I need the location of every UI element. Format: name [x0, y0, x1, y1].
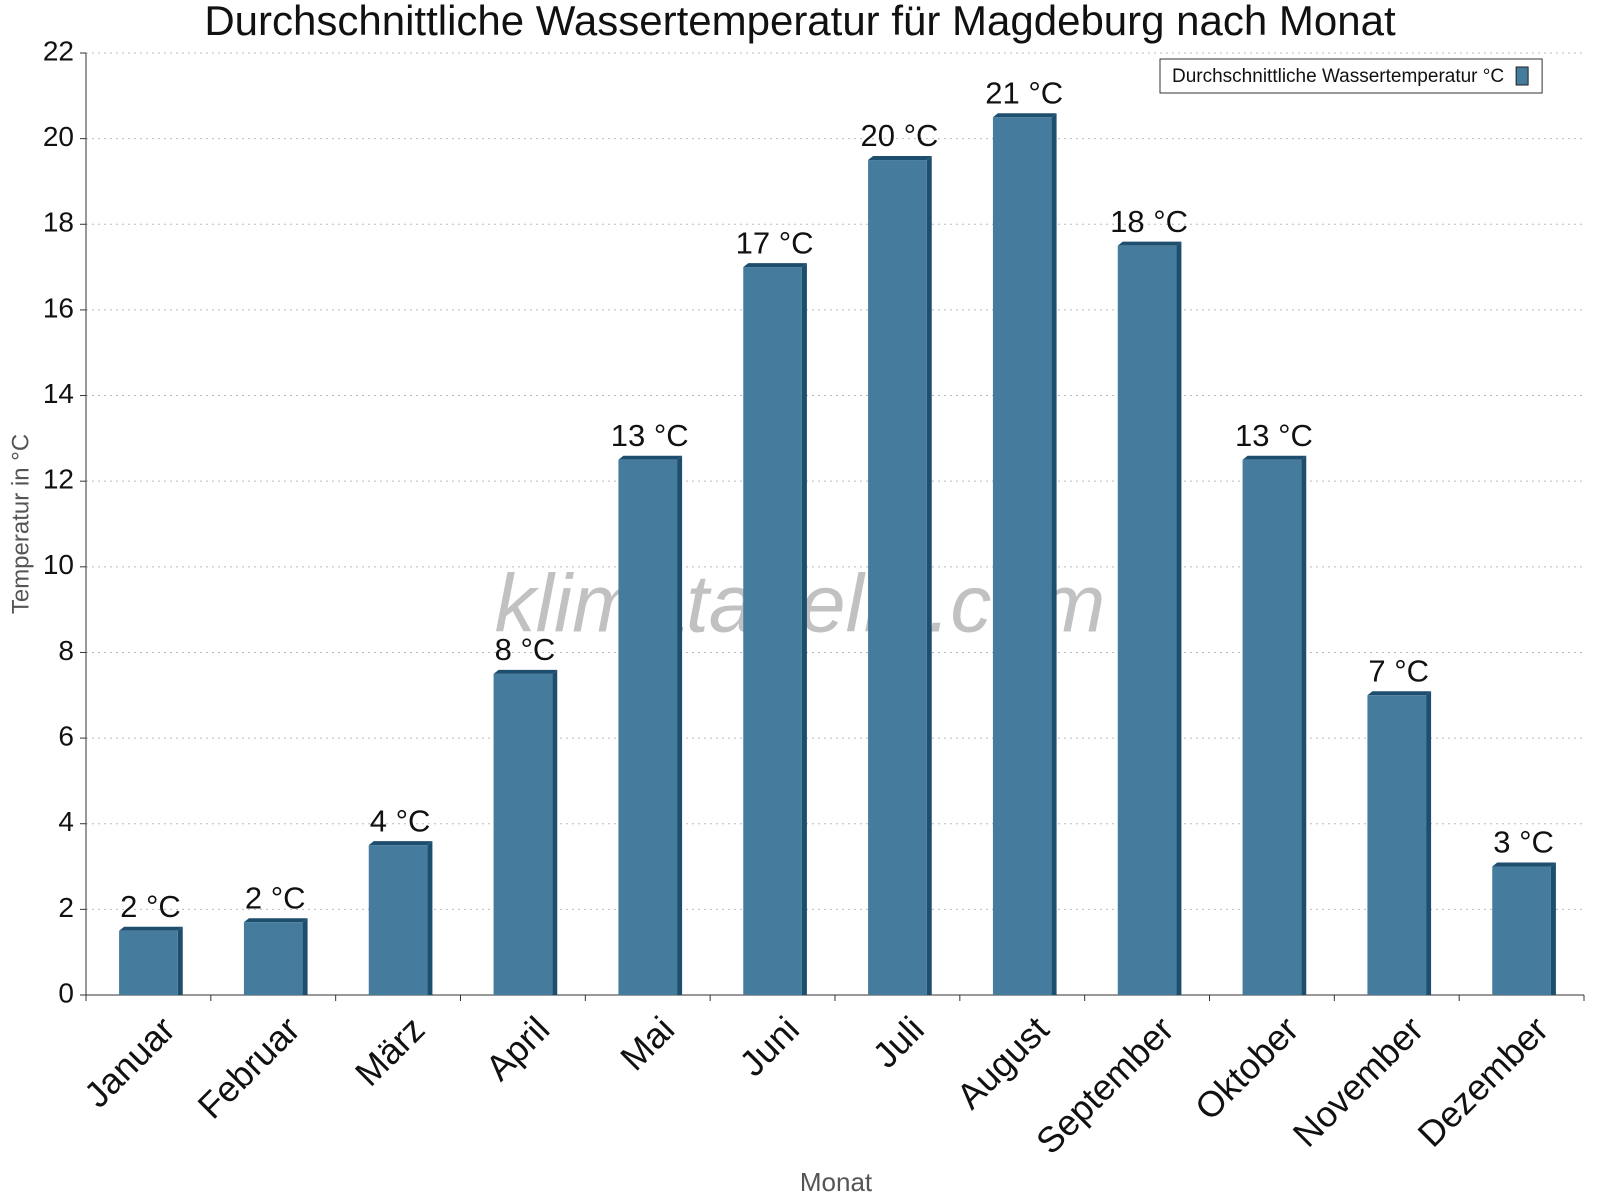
bar-top: [243, 918, 308, 923]
value-label: 13 °C: [611, 418, 689, 453]
bar: [119, 930, 178, 995]
bar: [618, 459, 678, 996]
value-label: 21 °C: [985, 75, 1063, 110]
y-tick-label: 14: [43, 378, 74, 409]
value-label: 20 °C: [860, 118, 938, 153]
value-label: 2 °C: [245, 880, 306, 915]
bar-top: [493, 669, 558, 674]
y-tick-label: 10: [43, 549, 74, 580]
bar-side: [1051, 113, 1057, 995]
bar: [1367, 695, 1427, 995]
bar: [743, 267, 802, 995]
bar-side: [1426, 691, 1432, 995]
bar-side: [1176, 241, 1182, 995]
bar: [1492, 866, 1551, 995]
bar-top: [1367, 691, 1432, 696]
y-tick-label: 0: [58, 977, 74, 1008]
bar: [992, 117, 1052, 995]
bar-top: [992, 113, 1057, 118]
bar: [868, 160, 927, 995]
bar: [243, 922, 303, 995]
bar-side: [677, 455, 683, 996]
bar-side: [552, 669, 558, 995]
bar-top: [119, 926, 183, 931]
legend: Durchschnittliche Wassertemperatur °C: [1159, 58, 1543, 94]
bar-side: [302, 918, 308, 995]
bar-side: [926, 156, 932, 995]
value-label: 2 °C: [120, 889, 181, 924]
value-label: 8 °C: [495, 632, 556, 667]
bar-side: [177, 926, 183, 995]
bar-top: [618, 455, 683, 460]
bar-side: [1301, 455, 1307, 996]
bar-top: [368, 841, 433, 846]
value-label: 4 °C: [370, 803, 431, 838]
value-label: 3 °C: [1493, 825, 1554, 860]
legend-box: [1159, 58, 1543, 94]
y-tick-label: 20: [43, 121, 74, 152]
y-tick-label: 12: [43, 464, 74, 495]
y-tick-label: 4: [58, 806, 74, 837]
chart-title: Durchschnittliche Wassertemperatur für M…: [204, 0, 1396, 44]
legend-label: Durchschnittliche Wassertemperatur °C: [1172, 66, 1504, 87]
y-tick-label: 18: [43, 207, 74, 238]
value-label: 17 °C: [736, 225, 814, 260]
bar: [1117, 245, 1177, 995]
value-label: 13 °C: [1235, 418, 1313, 453]
bar-side: [1550, 862, 1556, 995]
bar-top: [868, 156, 932, 161]
bar-top: [1492, 862, 1556, 867]
legend-swatch: [1515, 66, 1529, 86]
y-tick-label: 16: [43, 292, 74, 323]
bar: [493, 673, 553, 995]
value-label: 7 °C: [1368, 653, 1429, 688]
y-tick-label: 2: [58, 892, 74, 923]
bar: [368, 845, 428, 995]
bar-top: [743, 263, 807, 268]
bar: [1242, 459, 1302, 996]
bar-top: [1242, 455, 1307, 460]
y-axis-label: Temperatur in °C: [7, 434, 34, 614]
value-label: 18 °C: [1110, 204, 1188, 239]
bar-side: [801, 263, 807, 995]
y-tick-label: 22: [43, 35, 74, 66]
bar-side: [427, 841, 433, 995]
x-axis-label: Monat: [800, 1167, 873, 1197]
y-tick-label: 8: [58, 635, 74, 666]
y-tick-label: 6: [58, 720, 74, 751]
bar-top: [1117, 241, 1182, 246]
